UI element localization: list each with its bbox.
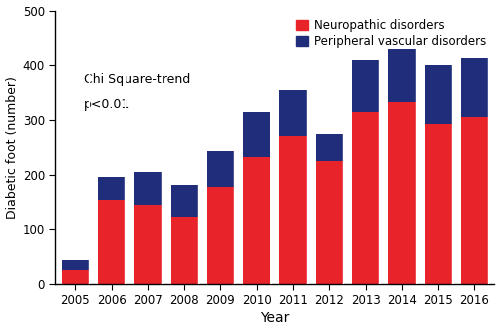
Bar [461, 117, 488, 284]
Bar [424, 65, 452, 124]
Bar [170, 185, 198, 216]
Legend: Neuropathic disorders, Peripheral vascular disorders: Neuropathic disorders, Peripheral vascul… [294, 17, 488, 50]
Bar [352, 60, 379, 112]
Bar [388, 49, 415, 102]
Bar [62, 260, 89, 270]
Bar [134, 205, 162, 284]
Bar [243, 112, 270, 157]
Bar [280, 136, 306, 284]
Bar [388, 102, 415, 284]
Bar [134, 172, 162, 205]
Bar [62, 270, 89, 284]
X-axis label: Year: Year [260, 311, 290, 325]
Bar [424, 124, 452, 284]
Bar [316, 133, 343, 161]
Bar [461, 58, 488, 117]
Bar [207, 187, 234, 284]
Bar [280, 90, 306, 136]
Bar [316, 161, 343, 284]
Text: p<0.01: p<0.01 [84, 98, 130, 111]
Bar [352, 112, 379, 284]
Bar [243, 157, 270, 284]
Bar [170, 216, 198, 284]
Text: Chi Square-trend: Chi Square-trend [84, 73, 190, 86]
Y-axis label: Diabetic foot (number): Diabetic foot (number) [6, 76, 18, 219]
Bar [98, 177, 125, 200]
Bar [98, 200, 125, 284]
Bar [207, 151, 234, 187]
